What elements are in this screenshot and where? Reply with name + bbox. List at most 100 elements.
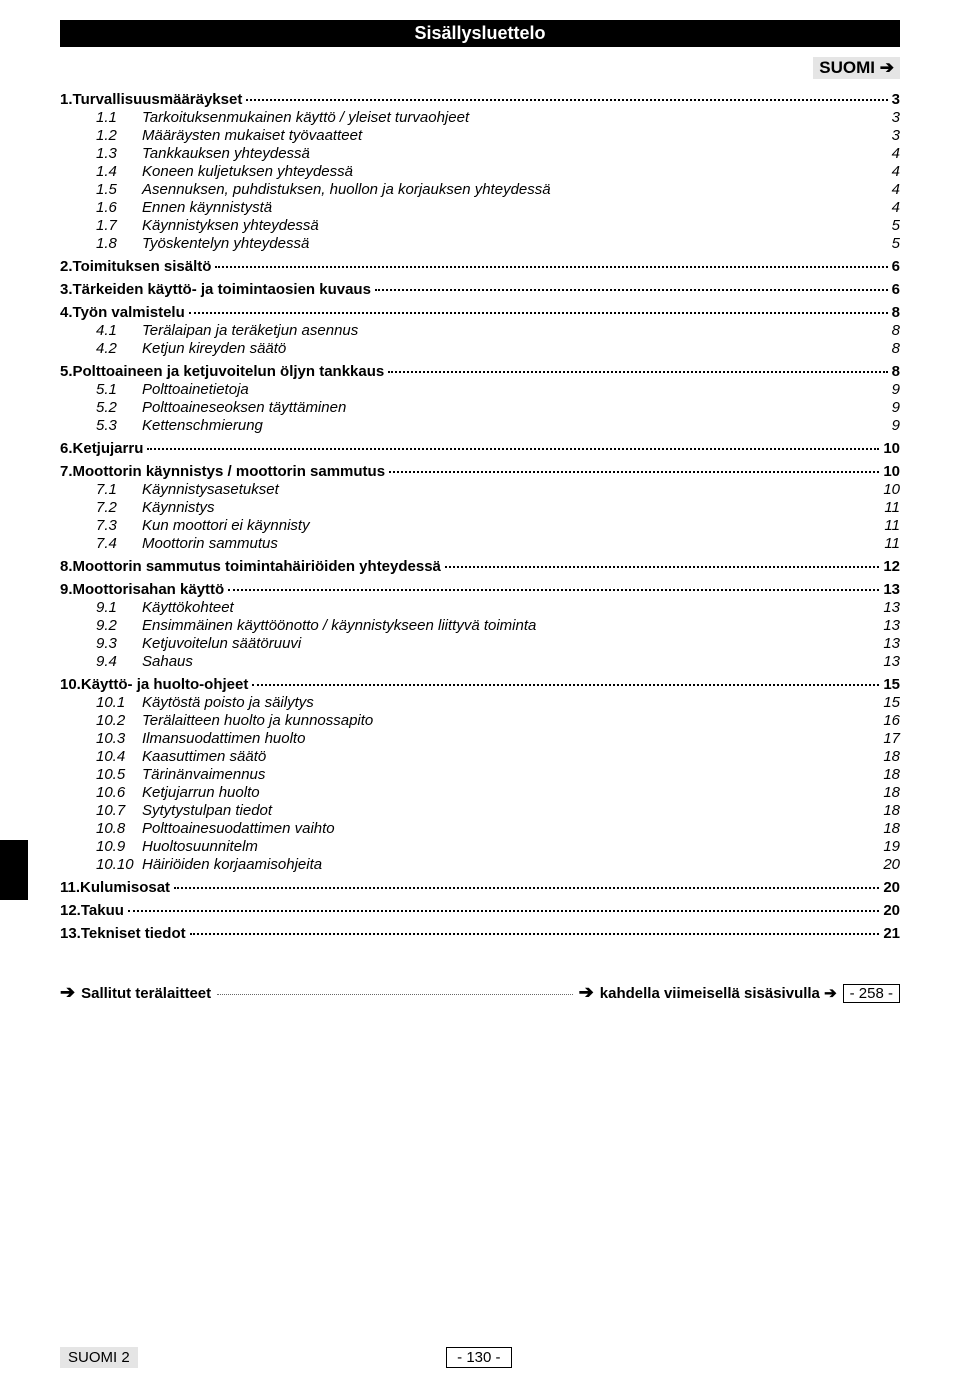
- toc-subsection-label: Polttoaineseoksen täyttäminen: [142, 399, 892, 416]
- toc-subsection-page: 4: [892, 145, 900, 162]
- toc-subsection: 10.9Huoltosuunnitelm19: [96, 838, 900, 855]
- toc-section: 10. Käyttö- ja huolto-ohjeet15: [60, 676, 900, 693]
- toc-subsection: 10.2Terälaitteen huolto ja kunnossapito1…: [96, 712, 900, 729]
- arrow-icon: ➔: [579, 982, 594, 1003]
- toc-subsection: 9.4Sahaus13: [96, 653, 900, 670]
- toc-section: 13. Tekniset tiedot21: [60, 925, 900, 942]
- toc-subsection-label: Sytytystulpan tiedot: [142, 802, 883, 819]
- toc-subsection-page: 13: [883, 653, 900, 670]
- appendix-line: ➔ Sallitut terälaitteet ➔ kahdella viime…: [60, 982, 900, 1003]
- toc-subsection-label: Ennen käynnistystä: [142, 199, 892, 216]
- toc-subsection-page: 11: [884, 517, 900, 534]
- toc-subsection: 9.2Ensimmäinen käyttöönotto / käynnistyk…: [96, 617, 900, 634]
- toc-subsection-number: 5.2: [96, 399, 142, 416]
- toc-section: 4. Työn valmistelu8: [60, 304, 900, 321]
- toc-subsection: 10.10Häiriöiden korjaamisohjeita20: [96, 856, 900, 873]
- toc-section-number: 1.: [60, 91, 73, 108]
- page-footer: SUOMI 2 - 130 -: [60, 1347, 900, 1368]
- toc-section-label: Toimituksen sisältö: [73, 258, 212, 275]
- toc-leader: [215, 266, 887, 268]
- toc-subsection-number: 10.10: [96, 856, 142, 873]
- toc-section: 3. Tärkeiden käyttö- ja toimintaosien ku…: [60, 281, 900, 298]
- toc-subsection: 5.3Kettenschmierung9: [96, 417, 900, 434]
- toc-section: 1. Turvallisuusmääräykset 3: [60, 91, 900, 108]
- toc-leader: [190, 933, 880, 935]
- toc-subsection-page: 18: [883, 766, 900, 783]
- toc-subsection: 4.1Terälaipan ja teräketjun asennus8: [96, 322, 900, 339]
- toc-section-label: Polttoaineen ja ketjuvoitelun öljyn tank…: [73, 363, 385, 380]
- toc-subsection-number: 5.3: [96, 417, 142, 434]
- toc-subsection: 10.6Ketjujarrun huolto18: [96, 784, 900, 801]
- toc-section: 12. Takuu20: [60, 902, 900, 919]
- toc-section-page: 15: [883, 676, 900, 693]
- toc-subsection-number: 7.1: [96, 481, 142, 498]
- appendix-page-box: - 258 -: [843, 984, 900, 1003]
- toc-section-label: Käyttö- ja huolto-ohjeet: [81, 676, 249, 693]
- toc-subsection: 7.1Käynnistysasetukset10: [96, 481, 900, 498]
- toc-subsection-page: 9: [892, 399, 900, 416]
- toc-subsection: 5.2Polttoaineseoksen täyttäminen9: [96, 399, 900, 416]
- toc-subsection: 10.8Polttoainesuodattimen vaihto18: [96, 820, 900, 837]
- toc-section-page: 10: [883, 440, 900, 457]
- toc-subsection-label: Kettenschmierung: [142, 417, 892, 434]
- toc-section-label: Moottorin sammutus toimintahäiriöiden yh…: [73, 558, 441, 575]
- toc-subsection: 10.3Ilmansuodattimen huolto17: [96, 730, 900, 747]
- toc-subsection-page: 5: [892, 235, 900, 252]
- toc-section: 5. Polttoaineen ja ketjuvoitelun öljyn t…: [60, 363, 900, 380]
- toc-subsection-label: Tankkauksen yhteydessä: [142, 145, 892, 162]
- toc-subsection-page: 11: [884, 535, 900, 552]
- toc-subsection-label: Moottorin sammutus: [142, 535, 884, 552]
- toc-leader: [147, 448, 879, 450]
- toc-leader: [445, 566, 879, 568]
- toc-subsection-number: 4.2: [96, 340, 142, 357]
- toc-section-number: 5.: [60, 363, 73, 380]
- toc-subsection-page: 8: [892, 322, 900, 339]
- toc-section-page: 12: [883, 558, 900, 575]
- toc-subsection-number: 1.8: [96, 235, 142, 252]
- toc-subsection: 1.4Koneen kuljetuksen yhteydessä4: [96, 163, 900, 180]
- toc-subsection-label: Ketjun kireyden säätö: [142, 340, 892, 357]
- toc-subsection-number: 9.3: [96, 635, 142, 652]
- toc-leader: [246, 99, 887, 101]
- toc-section-page: 20: [883, 879, 900, 896]
- toc-section-label: Turvallisuusmääräykset: [73, 91, 243, 108]
- toc-subsection: 7.4Moottorin sammutus11: [96, 535, 900, 552]
- toc-section: 9. Moottorisahan käyttö13: [60, 581, 900, 598]
- toc-subsection-number: 1.1: [96, 109, 142, 126]
- toc-section: 8. Moottorin sammutus toimintahäiriöiden…: [60, 558, 900, 575]
- toc-section-number: 7.: [60, 463, 73, 480]
- toc-subsection-page: 5: [892, 217, 900, 234]
- toc-subsection: 7.3Kun moottori ei käynnisty11: [96, 517, 900, 534]
- toc-subsection-page: 11: [884, 499, 900, 516]
- toc-subsection-number: 9.4: [96, 653, 142, 670]
- toc-section-label: Kulumisosat: [80, 879, 170, 896]
- toc-subsection-page: 9: [892, 381, 900, 398]
- toc-subsection-number: 7.3: [96, 517, 142, 534]
- toc-subsection-label: Ensimmäinen käyttöönotto / käynnistyksee…: [142, 617, 883, 634]
- toc-subsection-page: 4: [892, 163, 900, 180]
- toc-subsection: 1.5Asennuksen, puhdistuksen, huollon ja …: [96, 181, 900, 198]
- language-indicator: SUOMI ➔: [813, 57, 900, 79]
- toc-subsection-number: 10.4: [96, 748, 142, 765]
- toc-subsection-page: 17: [883, 730, 900, 747]
- toc-section-page: 3: [892, 91, 900, 108]
- toc-section: 2. Toimituksen sisältö6: [60, 258, 900, 275]
- toc-subsection-number: 1.5: [96, 181, 142, 198]
- appendix-leader: [217, 994, 573, 995]
- toc-subsection-label: Käyttökohteet: [142, 599, 883, 616]
- toc-subsection-number: 1.6: [96, 199, 142, 216]
- toc-subsection-page: 3: [892, 109, 900, 126]
- toc-section-number: 13.: [60, 925, 81, 942]
- toc-subsection-page: 18: [883, 784, 900, 801]
- toc-subsection-page: 15: [883, 694, 900, 711]
- toc-subsection: 1.8Työskentelyn yhteydessä5: [96, 235, 900, 252]
- toc-section-number: 9.: [60, 581, 73, 598]
- toc-subsection: 1.7Käynnistyksen yhteydessä5: [96, 217, 900, 234]
- toc-header: Sisällysluettelo: [60, 20, 900, 47]
- toc-subsection-label: Ketjuvoitelun säätöruuvi: [142, 635, 883, 652]
- toc-subsection-label: Käynnistys: [142, 499, 884, 516]
- toc-leader: [389, 471, 879, 473]
- toc-subsection: 10.7Sytytystulpan tiedot18: [96, 802, 900, 819]
- toc-subsection-number: 10.7: [96, 802, 142, 819]
- page-content: Sisällysluettelo SUOMI ➔ 1. Turvallisuus…: [0, 0, 960, 1003]
